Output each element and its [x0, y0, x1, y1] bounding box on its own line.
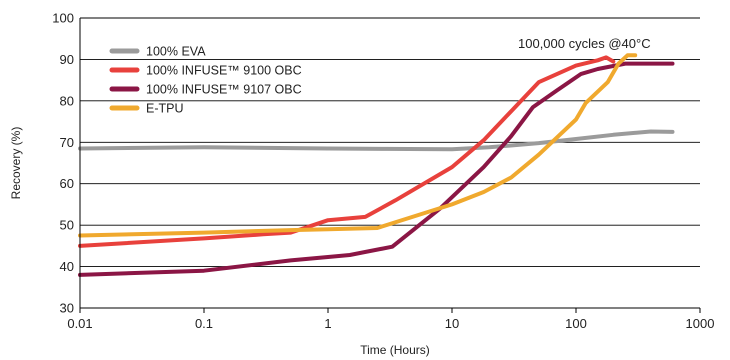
x-tick-label: 1 — [324, 316, 331, 331]
tick-labels: 30 40 50 60 70 80 90 100 0.01 0.1 1 10 100 1000 — [52, 11, 714, 332]
y-tick-label: 40 — [60, 259, 74, 274]
x-tick-label: 1000 — [686, 316, 715, 331]
x-tick-label: 10 — [445, 316, 459, 331]
cycles-annotation: 100,000 cycles @40°C — [518, 36, 651, 51]
legend-label-100-eva: 100% EVA — [146, 45, 206, 59]
legend-label-100-infuse-9107-obc: 100% INFUSE™ 9107 OBC — [146, 83, 302, 97]
y-tick-label: 30 — [60, 301, 74, 316]
x-axis-title: Time (Hours) — [360, 343, 430, 357]
gridlines — [80, 17, 700, 268]
series-line-100-eva — [78, 129, 675, 152]
y-tick-label: 90 — [60, 52, 74, 67]
y-axis-title: Recovery (%) — [9, 127, 23, 200]
series-line-100-infuse-9100-obc — [78, 55, 616, 248]
series-line-e-tpu — [78, 53, 638, 238]
y-tick-label: 50 — [60, 218, 74, 233]
y-tick-label: 60 — [60, 176, 74, 191]
series-line-100-infuse-9107-obc — [78, 61, 675, 277]
axes — [79, 18, 700, 309]
y-tick-label: 70 — [60, 135, 74, 150]
y-tick-label: 80 — [60, 93, 74, 108]
x-tick-label: 0.01 — [67, 316, 92, 331]
legend-label-100-infuse-9100-obc: 100% INFUSE™ 9100 OBC — [146, 64, 302, 78]
x-tick-label: 100 — [565, 316, 587, 331]
y-tick-label: 100 — [52, 11, 74, 26]
legend: 100% EVA 100% INFUSE™ 9100 OBC 100% INFUSE… — [109, 45, 302, 116]
x-tick-label: 0.1 — [195, 316, 213, 331]
legend-label-e-tpu: E-TPU — [146, 102, 184, 116]
series-lines — [78, 53, 675, 277]
